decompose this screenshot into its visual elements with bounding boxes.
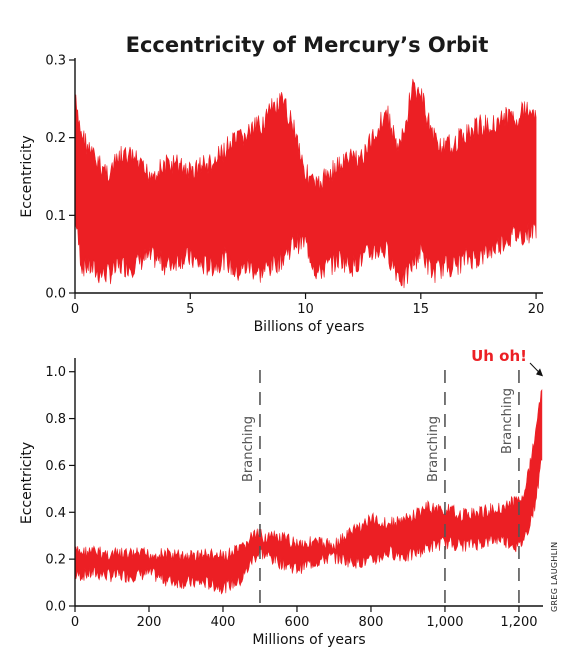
x-tick-label: 400 (211, 615, 236, 630)
x-tick-label: 0 (71, 615, 79, 630)
warning-annotation: Uh oh! (471, 347, 527, 365)
branching-label: Branching (241, 416, 256, 482)
bottom-chart: 0.0 0.2 0.4 0.6 0.8 1.0 0 200 400 600 800 1,000 1,20… (19, 347, 543, 648)
y-tick-label: 0.1 (45, 209, 66, 224)
credit-text: GREG LAUGHLIN (550, 542, 559, 612)
warning-arrow-head (536, 368, 543, 377)
x-tick-label: 1,000 (426, 615, 463, 630)
x-axis-label: Millions of years (252, 632, 365, 648)
y-tick-label: 0.3 (45, 54, 66, 69)
x-tick-label: 800 (359, 615, 384, 630)
y-tick-label: 0.8 (45, 412, 66, 427)
y-axis-label: Eccentricity (19, 135, 35, 217)
top-chart: 0.0 0.1 0.2 0.3 0 5 10 15 20 Billions of years Ecc… (19, 54, 544, 336)
chart-title: Eccentricity of Mercury’s Orbit (126, 33, 489, 57)
y-tick-label: 0.2 (45, 553, 66, 568)
x-tick-label: 15 (413, 302, 430, 317)
branching-label: Branching (426, 416, 441, 482)
x-tick-label: 200 (137, 615, 162, 630)
x-tick-label: 0 (71, 302, 79, 317)
y-tick-label: 0.0 (45, 287, 66, 302)
branching-label: Branching (500, 388, 515, 454)
y-tick-label: 0.4 (45, 506, 66, 521)
y-tick-label: 0.2 (45, 131, 66, 146)
y-tick-label: 0.0 (45, 600, 66, 615)
x-tick-label: 10 (297, 302, 314, 317)
x-tick-label: 20 (528, 302, 545, 317)
x-tick-label: 1,200 (500, 615, 537, 630)
y-tick-label: 1.0 (45, 365, 66, 380)
x-axis-label: Billions of years (254, 319, 365, 335)
y-axis-label: Eccentricity (19, 442, 35, 524)
series-band-1 (74, 388, 543, 595)
y-tick-label: 0.6 (45, 459, 66, 474)
x-tick-label: 5 (186, 302, 194, 317)
series-band-1 (74, 78, 537, 289)
x-tick-label: 600 (285, 615, 310, 630)
